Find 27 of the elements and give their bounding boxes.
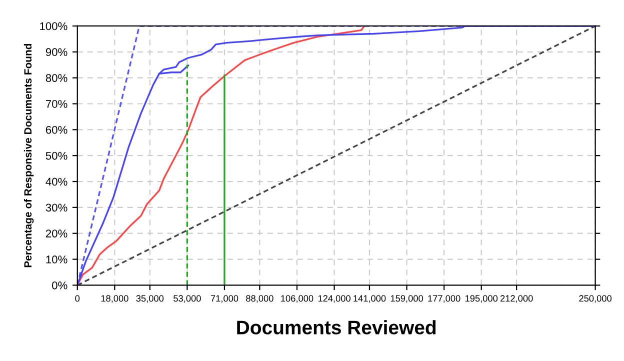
y-tick-label: 0% <box>52 281 68 290</box>
y-axis-title: Percentage of Responsive Documents Found <box>24 44 34 268</box>
x-tick-label: 250,000 <box>579 295 612 303</box>
y-tick-label: 70% <box>46 100 68 108</box>
y-tick-label: 40% <box>46 178 68 186</box>
x-tick-label: 18,000 <box>101 295 128 303</box>
y-tick-label: 90% <box>46 48 68 56</box>
x-tick-label: 88,000 <box>246 295 274 303</box>
x-tick-label: 212,000 <box>500 295 533 303</box>
x-axis-title: Documents Reviewed <box>237 320 436 334</box>
y-tick-label: 20% <box>46 230 68 238</box>
x-tick-label: 177,000 <box>428 295 460 303</box>
y-tick-label: 50% <box>46 152 68 160</box>
y-tick-label: 30% <box>46 204 68 212</box>
x-tick-label: 35,000 <box>136 295 164 303</box>
y-tick-label: 80% <box>46 74 68 82</box>
x-tick-label: 195,000 <box>465 295 498 303</box>
x-tick-label: 0 <box>75 295 80 302</box>
x-tick-label: 124,000 <box>318 295 350 303</box>
y-tick-label: 60% <box>46 126 68 134</box>
x-tick-label: 159,000 <box>390 295 423 303</box>
x-tick-label: 141,000 <box>354 295 386 303</box>
x-tick-label: 106,000 <box>281 295 314 303</box>
x-tick-label: 53,000 <box>174 295 201 303</box>
x-tick-label: 71,000 <box>210 295 238 303</box>
y-tick-label: 100% <box>40 22 68 30</box>
y-tick-label: 10% <box>46 256 68 264</box>
